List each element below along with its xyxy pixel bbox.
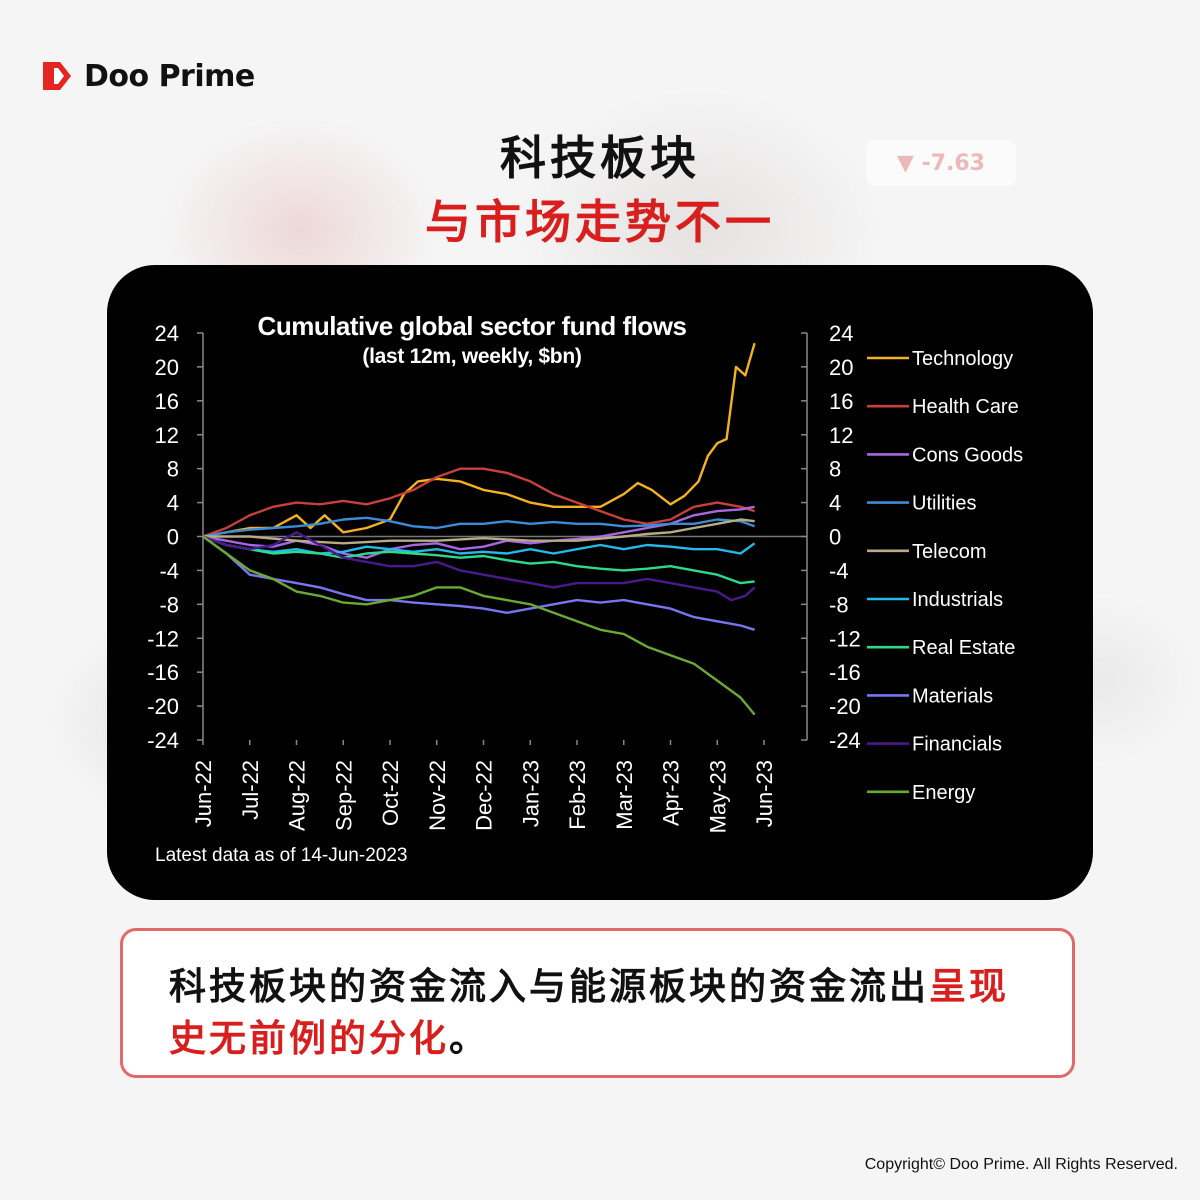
legend-label: Energy (912, 782, 975, 804)
x-tick-label: May-23 (705, 760, 730, 833)
x-tick-label: Aug-22 (285, 760, 310, 831)
y-tick-label-left: -20 (147, 694, 179, 719)
legend-label: Real Estate (912, 637, 1015, 659)
y-tick-label-left: -4 (159, 558, 179, 583)
y-tick-label-right: -24 (829, 728, 861, 753)
legend-label: Financials (912, 734, 1002, 756)
series-line-technology (202, 342, 756, 538)
x-tick-label: Dec-22 (472, 760, 497, 831)
series-line-financials (202, 531, 756, 602)
y-tick-label-right: 0 (829, 525, 841, 550)
chart-title: Cumulative global sector fund flows (257, 311, 687, 341)
y-tick-label-right: 24 (829, 321, 853, 346)
copyright-notice: Copyright© Doo Prime. All Rights Reserve… (864, 1156, 1178, 1173)
series-line-materials (202, 535, 755, 631)
headline-line-2: 与市场走势不一 (425, 195, 775, 249)
legend-label: Cons Goods (912, 444, 1023, 466)
series-line-real-estate (202, 535, 755, 585)
caption-box: 科技板块的资金流入与能源板块的资金流出呈现史无前例的分化。 (120, 928, 1075, 1078)
chart-card: 24 24 20 20 16 16 12 12 8 8 4 4 0 0 -4 -4 -8 -8 -12 -12 -16 -… (107, 265, 1093, 900)
legend-label: Materials (912, 685, 993, 707)
brand-logo: Doo Prime (40, 56, 255, 96)
x-tick-label: Jun-22 (191, 760, 216, 827)
series-line-health-care (202, 467, 755, 538)
y-tick-label-right: 12 (829, 423, 853, 448)
y-tick-label-left: -16 (147, 660, 179, 685)
series-line-telecom (203, 518, 755, 545)
y-tick-label-right: 4 (829, 491, 841, 516)
y-tick-label-left: 0 (167, 525, 179, 550)
y-tick-label-left: -12 (147, 626, 179, 651)
chart-subtitle: (last 12m, weekly, $bn) (362, 345, 582, 368)
caption-main: 科技板块的资金流入与能源板块的资金流出 (169, 965, 929, 1008)
y-tick-label-left: 16 (155, 389, 179, 414)
background-ticker: ▼ -7.63 (866, 140, 1016, 186)
series-line-energy (202, 535, 756, 716)
y-tick-label-left: 8 (167, 457, 179, 482)
y-tick-label-right: 20 (829, 355, 853, 380)
legend-label: Technology (912, 348, 1013, 370)
y-tick-label-left: -8 (159, 592, 179, 617)
brand-name: Doo Prime (84, 58, 255, 94)
x-tick-label: Oct-22 (378, 760, 403, 826)
series-line-industrials (202, 535, 756, 555)
y-tick-label-left: 24 (155, 321, 179, 346)
y-tick-label-right: -4 (829, 558, 849, 583)
y-tick-label-right: -8 (829, 592, 849, 617)
caption-highlight: 呈现史无前例的分化 (169, 965, 1009, 1060)
y-tick-label-right: 8 (829, 457, 841, 482)
sector-fund-flows-chart: 24 24 20 20 16 16 12 12 8 8 4 4 0 0 -4 -4 -8 -8 -12 -12 -16 -… (147, 321, 1023, 833)
y-tick-label-right: -20 (829, 694, 861, 719)
legend-label: Utilities (912, 493, 976, 515)
x-tick-label: Sep-22 (331, 760, 356, 831)
x-tick-label: Nov-22 (425, 760, 450, 831)
x-tick-label: Mar-23 (612, 760, 637, 830)
x-tick-label: Jul-22 (238, 760, 263, 820)
legend-label: Health Care (912, 396, 1019, 418)
y-tick-label-left: 12 (155, 423, 179, 448)
x-tick-label: Feb-23 (565, 760, 590, 830)
y-tick-label-right: -16 (829, 660, 861, 685)
y-tick-label-left: -24 (147, 728, 179, 753)
y-tick-label-right: -12 (829, 626, 861, 651)
legend-label: Industrials (912, 589, 1003, 611)
x-tick-label: Jan-23 (518, 760, 543, 827)
y-tick-label-left: 4 (167, 491, 179, 516)
series-line-utilities (202, 516, 756, 538)
y-tick-label-left: 20 (155, 355, 179, 380)
y-tick-label-right: 16 (829, 389, 853, 414)
chart-note: Latest data as of 14-Jun-2023 (155, 845, 408, 866)
caption-end: 。 (449, 1017, 489, 1060)
headline-line-1: 科技板块 (500, 131, 700, 185)
legend-label: Telecom (912, 541, 986, 563)
caption-text: 科技板块的资金流入与能源板块的资金流出呈现史无前例的分化。 (169, 961, 1028, 1065)
doo-prime-logo-icon (43, 62, 71, 90)
x-tick-label: Jun-23 (752, 760, 777, 827)
x-tick-label: Apr-23 (659, 760, 684, 826)
